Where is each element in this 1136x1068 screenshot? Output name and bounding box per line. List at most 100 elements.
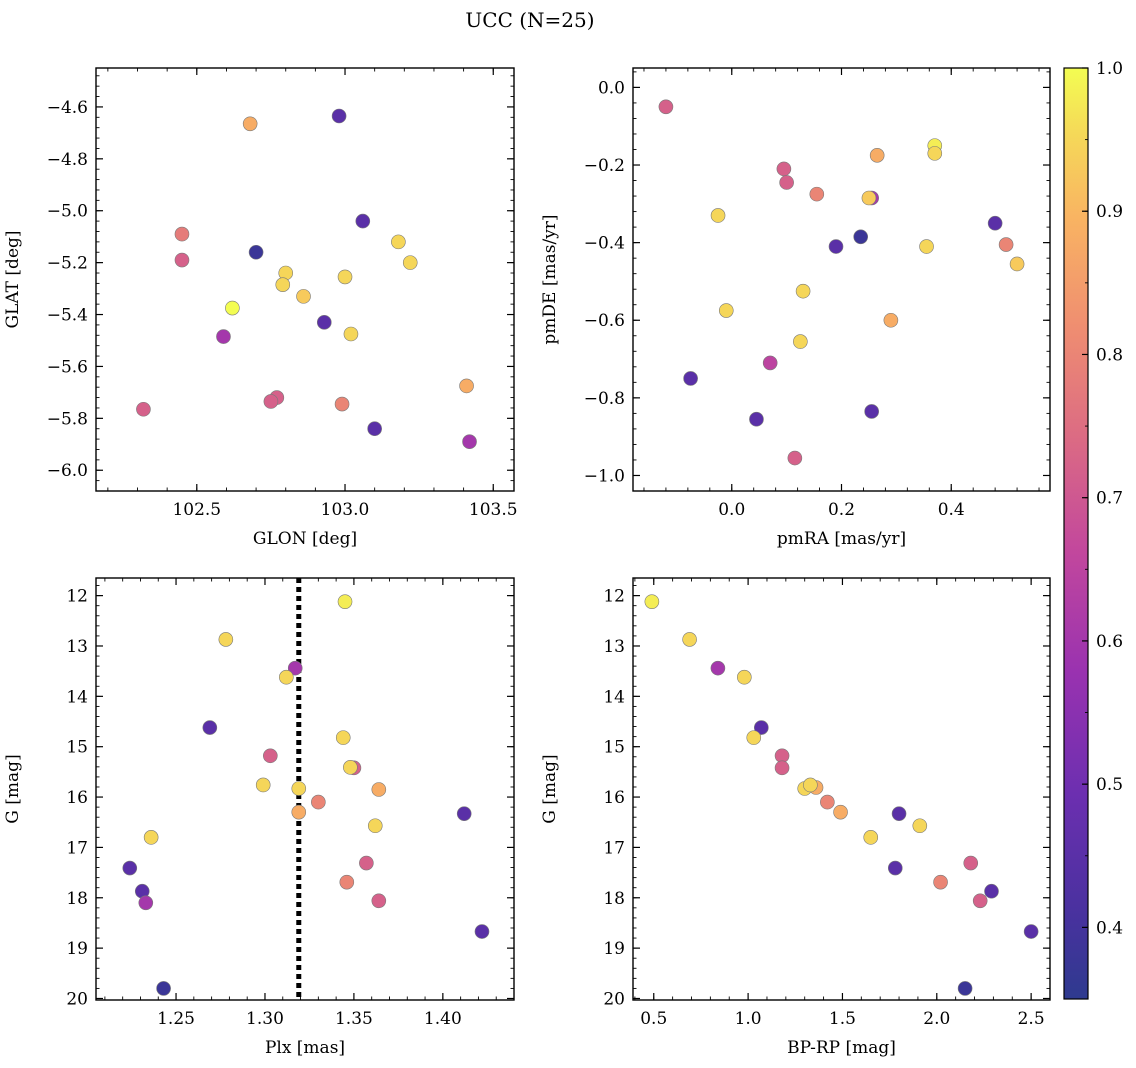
scatter-point bbox=[287, 660, 303, 676]
scatter-point bbox=[864, 404, 879, 419]
y-tick-label: 15 bbox=[603, 738, 625, 758]
scatter-point bbox=[291, 804, 307, 820]
scatter-point bbox=[174, 226, 190, 242]
y-tick-label: −5.6 bbox=[47, 357, 88, 377]
x-axis-label-bprp: BP-RP [mag] bbox=[787, 1038, 896, 1058]
x-tick-label: 0.4 bbox=[938, 500, 965, 520]
scatter-point bbox=[749, 411, 764, 427]
y-tick-label: −5.0 bbox=[47, 202, 88, 222]
y-tick-label: −0.2 bbox=[584, 156, 625, 176]
scatter-point bbox=[248, 244, 264, 260]
scatter-point bbox=[746, 730, 762, 745]
scatter-point bbox=[683, 371, 698, 386]
y-tick-label: 17 bbox=[66, 838, 88, 858]
y-tick-label: 18 bbox=[603, 889, 625, 909]
scatter-point bbox=[998, 237, 1014, 252]
scatter-point bbox=[143, 830, 159, 845]
colorbar-tick-label: 0.8 bbox=[1096, 345, 1123, 365]
x-tick-label: 1.35 bbox=[335, 1009, 373, 1029]
scatter-point bbox=[339, 874, 355, 890]
scatter-point bbox=[367, 421, 382, 437]
scatter-point bbox=[371, 893, 387, 909]
colorbar: 0.4 0.5 0.6 0.7 0.8 0.9 1.0 bbox=[1063, 59, 1123, 1000]
scatter-point bbox=[963, 855, 979, 871]
x-tick-label: 1.30 bbox=[246, 1009, 284, 1029]
panel-plx-g: 1.25 1.30 1.35 1.40 12 13 14 15 16 17 18 19 20 Plx [m… bbox=[3, 577, 515, 1058]
scatter-point bbox=[658, 99, 674, 115]
y-tick-label: 16 bbox=[66, 788, 88, 808]
scatter-point bbox=[863, 830, 879, 845]
figure-title: UCC (N=25) bbox=[465, 8, 594, 32]
x-tick-label: 102.5 bbox=[172, 500, 221, 520]
x-tick-label: 2.5 bbox=[1018, 1009, 1045, 1029]
panel-glon-glat: 102.5 103.0 103.5 −6.0 −5.8 −5.6 −5.4 −5.2 −5.0 −… bbox=[3, 67, 518, 549]
scatter-point bbox=[138, 895, 154, 911]
scatter-point bbox=[762, 355, 778, 371]
panel-bprp-g: 0.5 1.0 1.5 2.0 2.5 12 13 14 15 16 17 18 19 20 BP-RP [… bbox=[540, 577, 1051, 1058]
scatter-point bbox=[216, 329, 231, 344]
y-tick-label: 15 bbox=[66, 738, 88, 758]
y-tick-label: 19 bbox=[603, 939, 625, 959]
y-tick-label: 20 bbox=[66, 989, 88, 1009]
scatter-point bbox=[255, 777, 271, 793]
x-tick-label: 2.0 bbox=[923, 1009, 950, 1029]
scatter-point bbox=[402, 255, 418, 270]
scatter-point bbox=[367, 818, 383, 834]
y-tick-label: 18 bbox=[66, 889, 88, 909]
x-axis-label-glon: GLON [deg] bbox=[253, 529, 357, 549]
scatter-point bbox=[391, 234, 406, 250]
scatter-point bbox=[371, 782, 387, 797]
scatter-point bbox=[793, 334, 808, 349]
scatter-point bbox=[682, 632, 697, 647]
y-axis-label-glat: GLAT [deg] bbox=[3, 230, 23, 328]
x-axis-label-pmra: pmRA [mas/yr] bbox=[777, 529, 906, 549]
y-tick-label: −4.6 bbox=[47, 98, 88, 118]
colorbar-tick-label: 0.7 bbox=[1096, 489, 1123, 509]
y-tick-label: 0.0 bbox=[598, 78, 625, 98]
axes-frame bbox=[632, 577, 1051, 1001]
colorbar-tick-label: 1.0 bbox=[1096, 59, 1123, 79]
scatter-point bbox=[343, 326, 359, 342]
x-tick-label: 0.2 bbox=[828, 500, 855, 520]
scatter-point bbox=[242, 116, 258, 132]
scatter-point bbox=[776, 161, 792, 177]
x-tick-label: 1.5 bbox=[829, 1009, 856, 1029]
scatter-point bbox=[1023, 924, 1039, 939]
scatter-point bbox=[331, 108, 347, 124]
scatter-point bbox=[337, 269, 353, 285]
scatter-point bbox=[987, 215, 1003, 231]
scatter-point bbox=[225, 300, 240, 316]
colorbar-tick-label: 0.4 bbox=[1096, 918, 1123, 938]
y-tick-label: −5.8 bbox=[47, 409, 88, 429]
scatter-point bbox=[718, 303, 734, 318]
scatter-point bbox=[156, 981, 171, 996]
axes-frame bbox=[95, 67, 515, 492]
scatter-point bbox=[343, 760, 358, 775]
scatter-point bbox=[828, 239, 844, 254]
scatter-point bbox=[972, 893, 988, 909]
scatter-point bbox=[754, 720, 769, 735]
y-tick-label: −0.8 bbox=[584, 389, 625, 409]
scatter-point bbox=[136, 401, 151, 417]
x-tick-label: 1.0 bbox=[735, 1009, 762, 1029]
scatter-point bbox=[869, 148, 885, 163]
scatter-point bbox=[957, 981, 973, 996]
y-tick-label: 12 bbox=[603, 587, 625, 607]
y-tick-label: 16 bbox=[603, 788, 625, 808]
scatter-point bbox=[883, 312, 899, 328]
y-axis-label-pmde: pmDE [mas/yr] bbox=[540, 214, 560, 344]
scatter-point bbox=[779, 175, 794, 190]
scatter-point bbox=[887, 860, 903, 876]
scatter-point bbox=[263, 394, 279, 409]
y-tick-label: 14 bbox=[603, 687, 625, 707]
x-tick-label: 103.5 bbox=[469, 500, 518, 520]
y-tick-label: −5.4 bbox=[47, 306, 88, 326]
scatter-point bbox=[919, 239, 934, 254]
scatter-point bbox=[803, 777, 818, 793]
y-tick-label: 13 bbox=[66, 637, 88, 657]
scatter-point bbox=[291, 781, 307, 796]
scatter-point bbox=[474, 924, 490, 939]
scatter-point bbox=[1009, 256, 1025, 272]
scatter-point bbox=[912, 818, 928, 834]
scatter-point bbox=[279, 669, 294, 685]
